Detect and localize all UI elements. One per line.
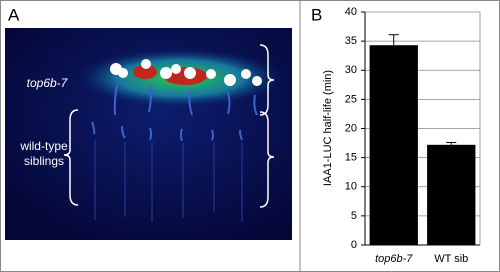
bar [369,45,418,245]
seedling-image [5,28,292,240]
y-axis-label: IAA1-LUC half-life (min) [322,70,334,186]
x-tick-label: top6b-7 [375,253,413,265]
panel-label: A [8,5,20,24]
y-tick-label: 15 [345,152,357,164]
panel-label: B [311,5,322,24]
y-tick-label: 35 [345,35,357,47]
x-tick-label: WT sib [434,253,468,265]
y-tick-label: 10 [345,181,357,193]
y-tick-label: 20 [345,122,357,134]
y-tick-label: 25 [345,93,357,105]
y-tick-label: 0 [351,239,357,251]
wildtype-label: siblings [24,154,64,168]
y-tick-label: 40 [345,6,357,18]
wildtype-label: wild-type [19,139,68,153]
bar [427,144,476,245]
y-tick-label: 30 [345,64,357,76]
y-tick-label: 5 [351,210,357,222]
mutant-label: top6b-7 [27,76,69,90]
